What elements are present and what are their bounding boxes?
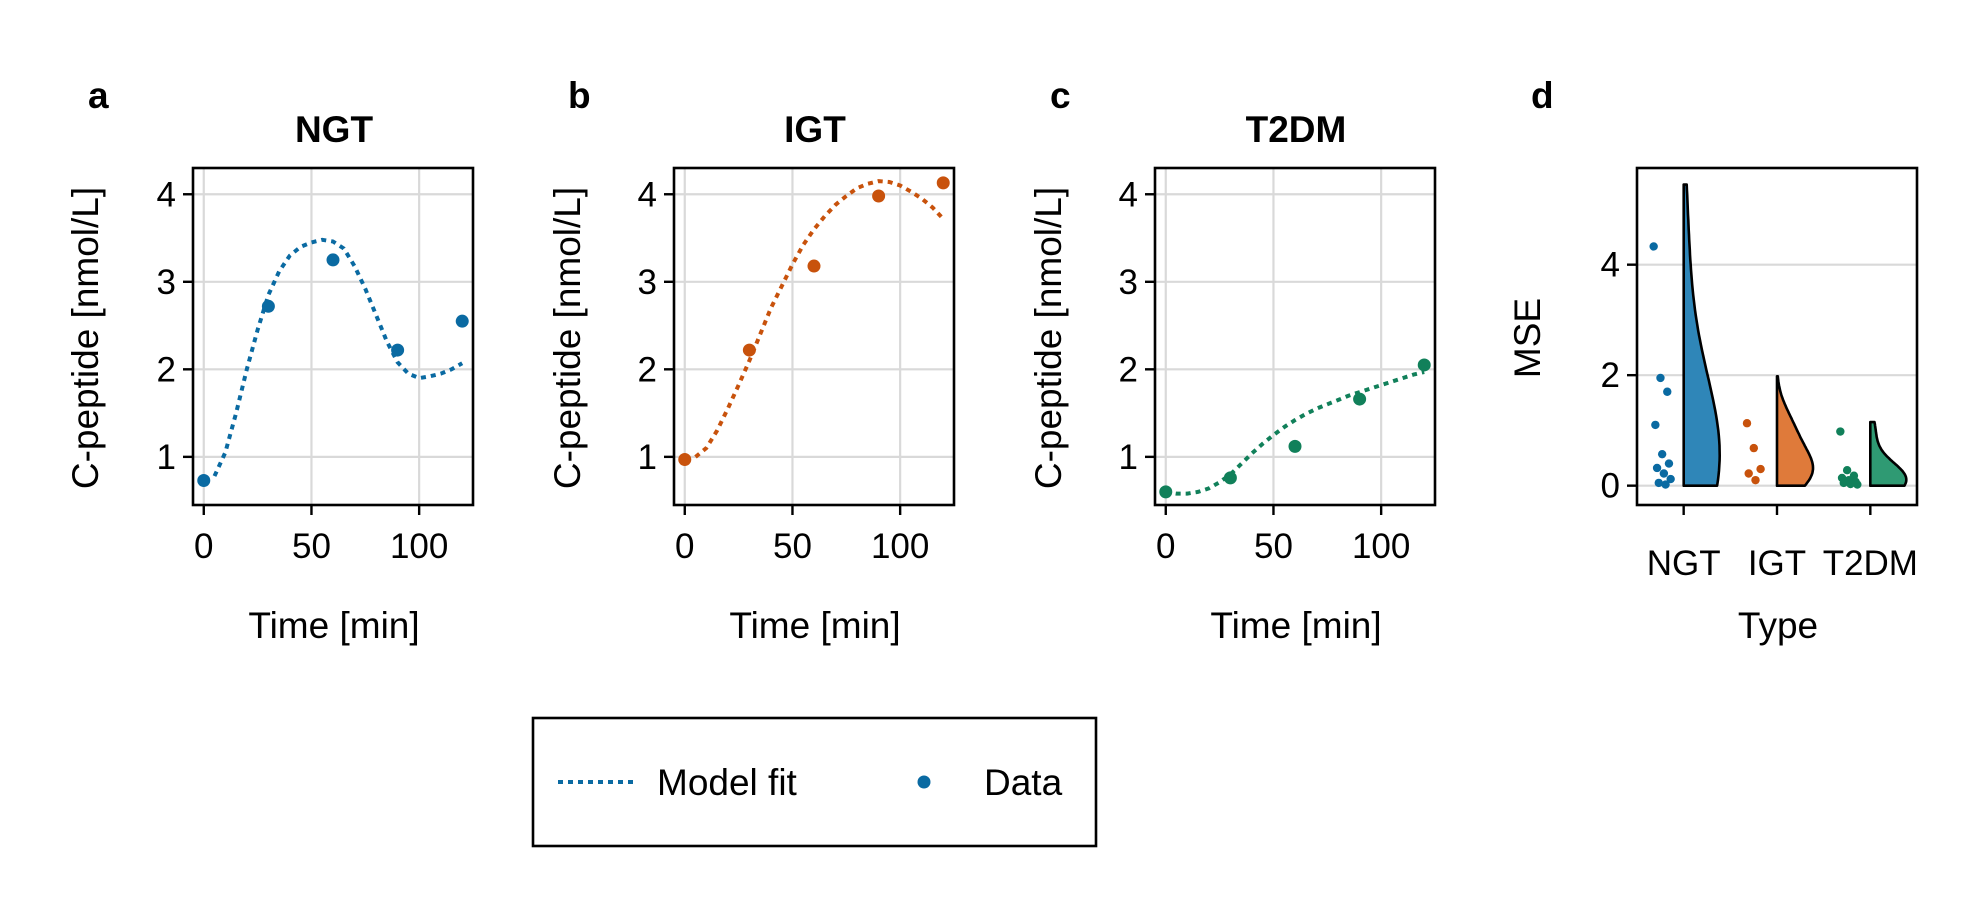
strip-point-igt bbox=[1751, 475, 1760, 485]
y-tick-label: 1 bbox=[638, 438, 657, 477]
strip-point-ngt bbox=[1656, 373, 1665, 383]
y-axis-label-a: C-peptide [nmol/L] bbox=[65, 187, 106, 489]
data-point bbox=[1288, 439, 1302, 453]
panel-title-t2dm: T2DM bbox=[1246, 109, 1347, 150]
model-fit-line bbox=[1165, 370, 1425, 496]
x-tick-label: NGT bbox=[1647, 544, 1721, 583]
data-point bbox=[455, 314, 469, 328]
panel-a: a NGT Time [min] C-peptide [nmol/L] 0 50 1… bbox=[65, 75, 475, 646]
x-tick-label: 0 bbox=[194, 527, 213, 566]
panel-d: d Type MSE 0 2 4 NGT IGT T2DM bbox=[1507, 75, 1919, 646]
y-axis-label-c: C-peptide [nmol/L] bbox=[1028, 187, 1069, 489]
strip-point-igt bbox=[1749, 443, 1759, 453]
strip-point-igt bbox=[1742, 419, 1752, 428]
x-tick-label: 50 bbox=[292, 527, 331, 566]
panel-title-igt: IGT bbox=[784, 109, 846, 150]
y-tick-label: 0 bbox=[1601, 467, 1620, 506]
data-point bbox=[1159, 485, 1173, 499]
strip-point-ngt bbox=[1659, 469, 1669, 478]
plot-frame bbox=[672, 166, 956, 507]
data-point bbox=[391, 343, 405, 357]
x-tick-label: 0 bbox=[1156, 527, 1175, 566]
y-tick-label: 2 bbox=[638, 350, 657, 389]
strip-point-ngt bbox=[1654, 478, 1663, 488]
x-tick-label: IGT bbox=[1748, 544, 1806, 583]
panel-letter-a: a bbox=[88, 75, 109, 116]
y-tick-label: 2 bbox=[1119, 350, 1138, 389]
data-point bbox=[742, 343, 756, 357]
legend-model-fit-label: Model fit bbox=[657, 762, 798, 803]
y-axis-label-d: MSE bbox=[1507, 298, 1548, 378]
strip-point-ngt bbox=[1663, 387, 1672, 396]
strip-point-t2dm bbox=[1846, 479, 1855, 489]
panel-title-ngt: NGT bbox=[295, 109, 374, 150]
x-axis-label-d: Type bbox=[1738, 605, 1818, 646]
y-tick-label: 4 bbox=[638, 175, 657, 214]
plot-frame bbox=[191, 166, 475, 507]
y-tick-label: 4 bbox=[1601, 246, 1620, 285]
y-tick-label: 3 bbox=[1119, 263, 1138, 302]
model-fit-line bbox=[212, 237, 464, 477]
y-tick-label: 1 bbox=[1119, 438, 1138, 477]
data-point bbox=[197, 473, 211, 487]
violin-igt bbox=[1775, 375, 1815, 487]
x-axis-label-b: Time [min] bbox=[729, 605, 900, 646]
x-axis-label-a: Time [min] bbox=[248, 605, 419, 646]
data-point bbox=[261, 299, 275, 313]
violin-t2dm bbox=[1869, 420, 1908, 487]
legend-data-label: Data bbox=[984, 762, 1063, 803]
strip-point-ngt bbox=[1651, 420, 1660, 430]
x-tick-label: 100 bbox=[1352, 527, 1410, 566]
data-point bbox=[1353, 392, 1367, 406]
plot-frame bbox=[1635, 166, 1919, 507]
panel-b: b IGT Time [min] C-peptide [nmol/L] 0 50 1… bbox=[547, 75, 956, 646]
x-tick-label: 0 bbox=[675, 527, 694, 566]
strip-point-ngt bbox=[1664, 459, 1674, 468]
strip-point-ngt bbox=[1661, 480, 1670, 489]
strip-point-ngt bbox=[1649, 242, 1658, 251]
strip-point-t2dm bbox=[1842, 465, 1852, 475]
y-axis-label-b: C-peptide [nmol/L] bbox=[547, 187, 588, 489]
plot-frame bbox=[1153, 166, 1437, 507]
data-point bbox=[1223, 471, 1237, 485]
data-point bbox=[326, 253, 340, 267]
x-tick-label: 50 bbox=[773, 527, 812, 566]
data-point bbox=[807, 259, 821, 273]
y-tick-label: 3 bbox=[638, 263, 657, 302]
legend: Model fit Data bbox=[531, 716, 1098, 848]
strip-point-ngt bbox=[1666, 474, 1675, 484]
x-tick-label: 50 bbox=[1254, 527, 1293, 566]
data-point bbox=[1417, 358, 1431, 372]
violin-ngt bbox=[1682, 183, 1721, 487]
model-fit-line bbox=[694, 179, 945, 459]
data-point bbox=[872, 189, 886, 203]
strip-point-igt bbox=[1756, 464, 1765, 474]
panel-c: c T2DM Time [min] C-peptide [nmol/L] 0 50… bbox=[1028, 75, 1437, 646]
y-tick-label: 2 bbox=[1601, 356, 1620, 395]
strip-point-ngt bbox=[1652, 463, 1662, 473]
x-axis-label-c: Time [min] bbox=[1210, 605, 1381, 646]
strip-point-t2dm bbox=[1839, 478, 1848, 488]
data-point bbox=[678, 452, 692, 466]
x-tick-label: T2DM bbox=[1823, 544, 1918, 583]
strip-point-ngt bbox=[1657, 449, 1667, 459]
legend-box bbox=[531, 716, 1098, 848]
legend-data-swatch bbox=[917, 775, 931, 789]
data-point bbox=[936, 176, 950, 190]
y-tick-label: 3 bbox=[157, 263, 176, 302]
strip-point-t2dm bbox=[1853, 480, 1862, 489]
y-tick-label: 4 bbox=[1119, 175, 1138, 214]
panel-letter-d: d bbox=[1531, 75, 1554, 116]
x-tick-label: 100 bbox=[390, 527, 448, 566]
panel-letter-c: c bbox=[1050, 75, 1071, 116]
y-tick-label: 1 bbox=[157, 438, 176, 477]
y-tick-label: 2 bbox=[157, 350, 176, 389]
y-tick-label: 4 bbox=[157, 175, 176, 214]
strip-point-t2dm bbox=[1836, 427, 1845, 436]
strip-point-igt bbox=[1744, 469, 1753, 478]
x-tick-label: 100 bbox=[871, 527, 929, 566]
panel-letter-b: b bbox=[568, 75, 591, 116]
